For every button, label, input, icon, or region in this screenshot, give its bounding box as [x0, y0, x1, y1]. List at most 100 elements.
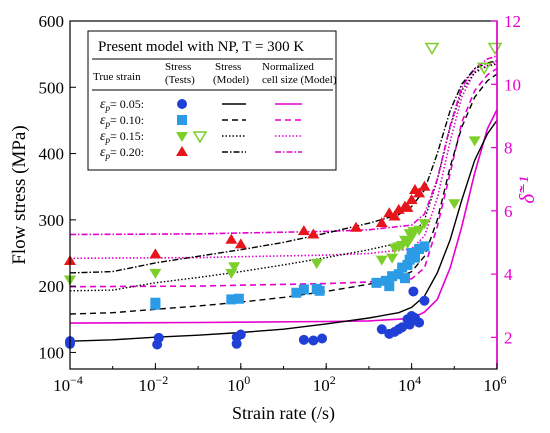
test-point-1-7: [314, 285, 325, 296]
test-point-0-9: [317, 333, 328, 344]
legend-header-tests-2: (Tests): [165, 74, 195, 86]
legend-header-model-1: Stress: [215, 61, 241, 73]
test-point-2-5: [375, 255, 388, 266]
y-axis-title: Flow stress (MPa): [9, 125, 30, 264]
legend-marker-3: [176, 146, 188, 156]
legend-header-cellsize-2: cell size (Model): [262, 74, 337, 86]
cell-size-model-line-2: [69, 61, 498, 260]
legend-row-label-3: εp= 0.20:: [100, 145, 144, 161]
y2-tick-label-3: 8: [504, 139, 513, 158]
y2-tick-label-2: 6: [504, 202, 513, 221]
x-axis-title: Strain rate (/s): [232, 403, 335, 424]
y-tick-label-5: 600: [39, 12, 65, 31]
test-point-1-8: [371, 277, 382, 288]
test-point-3-4: [297, 225, 310, 236]
plot-area: [64, 42, 503, 350]
test-point-1-1: [150, 299, 161, 310]
cell-size-model-line-0: [69, 109, 498, 324]
test-point-3-2: [225, 233, 238, 244]
legend-header-cellsize-1: Normalized: [262, 61, 314, 73]
test-point-3-1: [149, 248, 162, 259]
test-point-3-16: [418, 180, 431, 191]
test-point-3-13: [405, 193, 418, 204]
legend-row-label-2: εp= 0.15:: [100, 129, 144, 145]
test-point-1-16: [404, 254, 415, 265]
y2-axis-title: δ̃⁻¹: [515, 176, 539, 203]
legend-header-model-2: (Model): [213, 74, 249, 86]
test-point-0-3: [153, 332, 164, 343]
test-point-3-10: [392, 203, 405, 214]
axes: 100 200 300 400 500 600 2 4 6 8 10 12 10−4 10−2 100 102…: [9, 12, 539, 424]
test-point-1-19: [414, 244, 425, 255]
test-point-0-21: [419, 295, 430, 306]
test-point-2-20: [424, 42, 440, 55]
test-point-2-4: [310, 258, 323, 269]
x-tick-label-1: 10−2: [139, 373, 169, 395]
y2-tick-label-1: 4: [504, 265, 513, 284]
x-tick-label-3: 102: [313, 373, 336, 395]
test-point-2-11: [401, 239, 414, 250]
test-point-1-20: [419, 241, 430, 252]
test-point-0-10: [376, 324, 387, 335]
test-point-2-18: [468, 136, 481, 147]
x-tick-label-5: 106: [484, 373, 507, 395]
test-point-1-2: [226, 294, 237, 305]
test-point-0-20: [408, 286, 419, 297]
test-point-0-7: [298, 334, 309, 345]
test-point-1-14: [399, 273, 410, 284]
test-point-1-12: [393, 269, 404, 280]
test-point-0-19: [414, 317, 425, 328]
legend-marker-2: [176, 132, 188, 142]
test-point-2-3: [228, 262, 241, 273]
test-point-2-1: [149, 268, 162, 279]
cell-size-model-line-1: [69, 67, 498, 288]
test-point-2-16: [418, 219, 431, 230]
legend-row-label-0: εp= 0.05:: [100, 97, 144, 113]
legend-marker-0: [177, 99, 187, 109]
test-point-0-5: [231, 338, 242, 349]
legend: Present model with NP, T = 300 K True str…: [87, 30, 337, 171]
y2-tick-label-4: 10: [504, 75, 521, 94]
test-point-2-15: [413, 225, 426, 236]
test-point-1-9: [380, 275, 391, 286]
test-point-0-16: [404, 319, 415, 330]
legend-box: [87, 30, 337, 171]
legend-header-tests-1: Stress: [165, 61, 191, 73]
test-point-1-15: [402, 259, 413, 270]
x-tick-label-0: 10−4: [53, 373, 83, 395]
y-tick-label-0: 100: [39, 343, 65, 362]
y-tick-label-4: 500: [39, 78, 65, 97]
y2-tick-label-5: 12: [504, 12, 521, 31]
test-point-1-4: [291, 287, 302, 298]
x-tick-label-2: 100: [227, 373, 250, 395]
test-point-3-5: [307, 228, 320, 239]
legend-header-true-strain: True strain: [93, 71, 141, 83]
legend-marker-1: [177, 115, 187, 125]
test-point-0-6: [235, 329, 246, 340]
x-tick-label-4: 104: [398, 373, 421, 395]
test-point-3-3: [234, 238, 247, 249]
y2-tick-label-0: 2: [504, 328, 513, 347]
y-tick-label-3: 400: [39, 145, 65, 164]
test-point-1-18: [409, 252, 420, 263]
test-point-0-14: [397, 322, 408, 333]
test-point-2-21: [487, 42, 503, 55]
test-point-3-9: [388, 210, 401, 221]
test-point-2-6: [386, 253, 399, 264]
legend-row-label-1: εp= 0.10:: [100, 113, 144, 129]
test-point-2-17: [448, 199, 461, 210]
test-point-1-13: [397, 262, 408, 273]
test-point-0-8: [308, 335, 319, 346]
test-point-2-19: [476, 62, 492, 75]
legend-marker-open-2: [192, 131, 208, 144]
test-point-1-11: [387, 271, 398, 282]
test-point-1-3: [233, 293, 244, 304]
y-tick-label-1: 200: [39, 277, 65, 296]
test-point-3-15: [413, 187, 426, 198]
test-point-3-12: [401, 201, 414, 212]
stress-model-line-0: [69, 119, 498, 342]
chart-title: Present model with NP, T = 300 K: [98, 39, 304, 55]
test-point-3-6: [350, 221, 363, 232]
test-point-1-10: [384, 281, 395, 292]
